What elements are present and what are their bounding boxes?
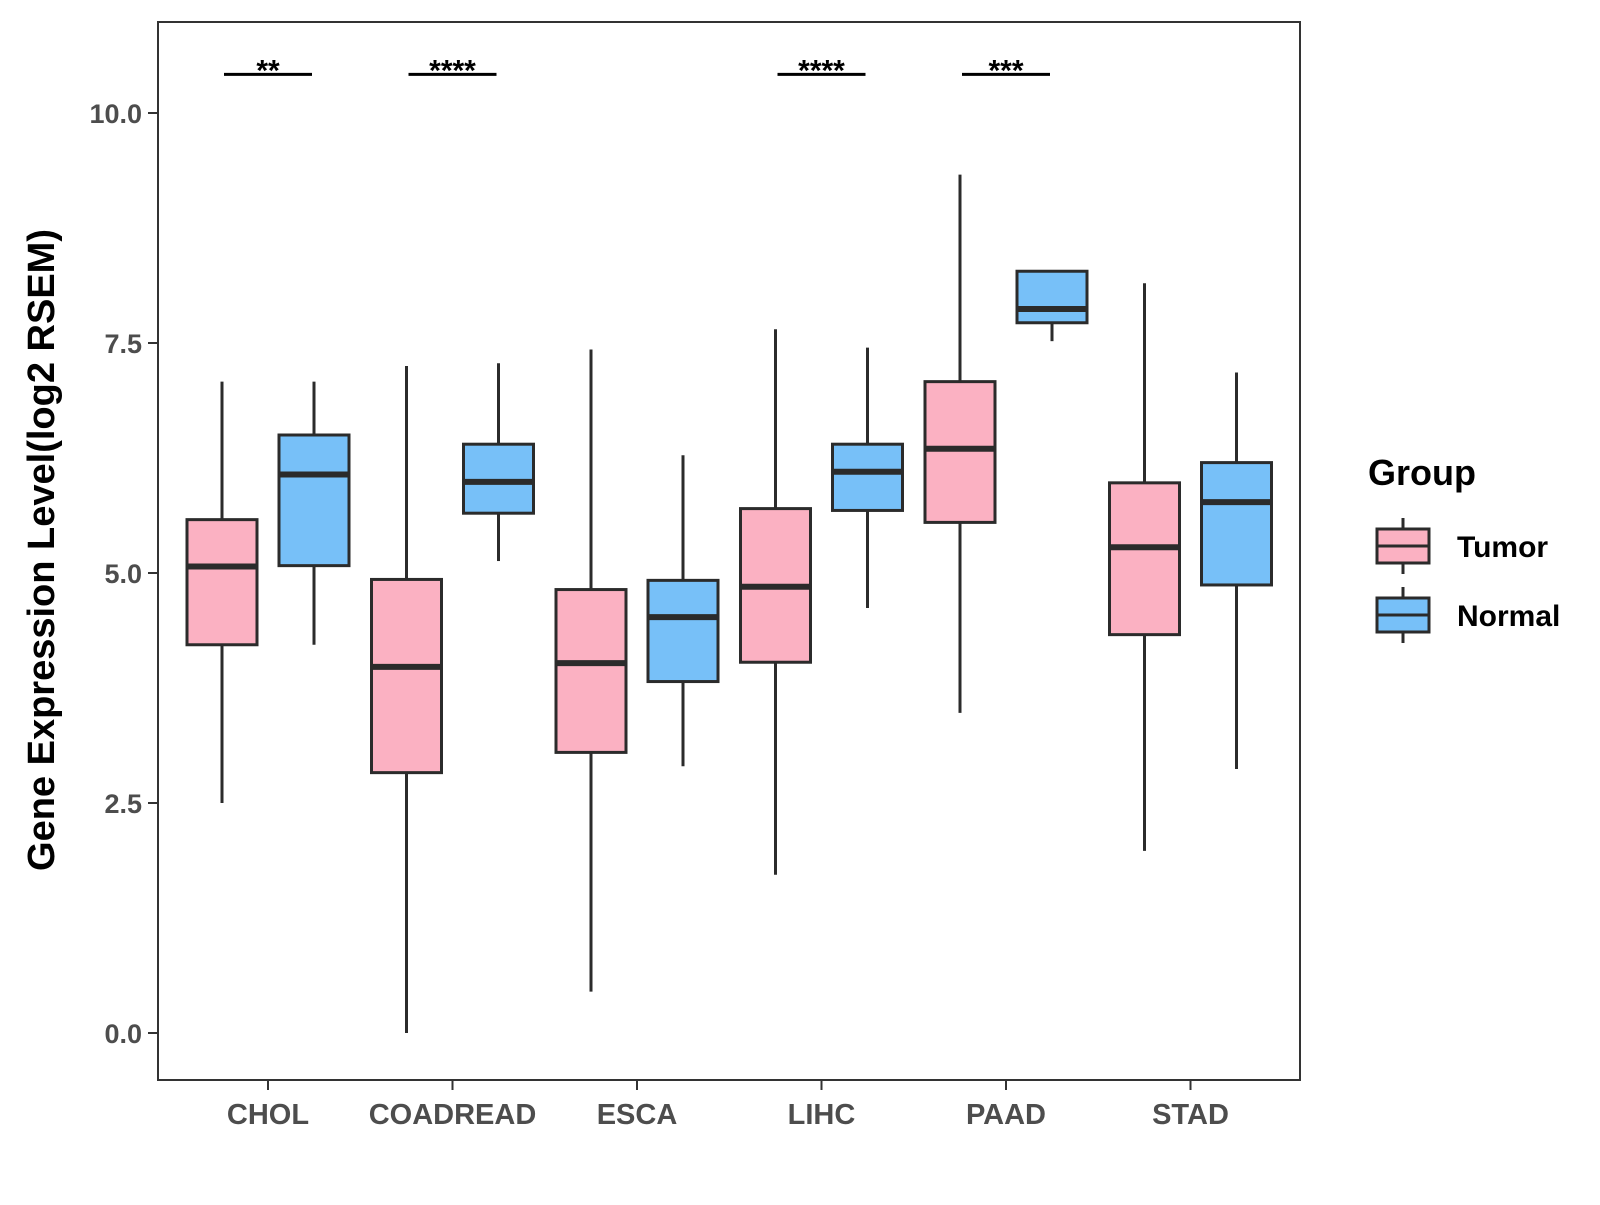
significance-label: **** [429,54,476,87]
significance-label: **** [798,54,845,87]
box-iqr [646,578,720,684]
box-normal-esca [646,455,720,767]
box-iqr [554,588,628,754]
box-iqr [1015,269,1089,325]
legend-entry-normal: Normal [1375,587,1560,643]
box-iqr [1108,481,1181,637]
x-tick-label: PAAD [966,1099,1046,1131]
y-axis-title: Gene Expression Level(log2 RSEM) [21,229,63,871]
x-tick-label: STAD [1152,1099,1229,1131]
box-tumor-coadread [370,366,443,1033]
y-tick-label: 5.0 [104,559,142,589]
box-iqr [1200,461,1273,587]
significance-layer: ** **** **** *** [224,54,1050,87]
significance-label: *** [988,54,1023,87]
box-iqr [370,577,443,775]
x-axis: CHOL COADREAD ESCA LIHC PAAD STAD [227,1080,1229,1131]
box-normal-lihc [831,347,904,608]
box-tumor-lihc [739,329,812,875]
x-tick-label: ESCA [597,1099,678,1131]
x-tick-label: COADREAD [369,1099,537,1131]
box-normal-paad [1015,269,1089,342]
x-tick-label: CHOL [227,1099,309,1131]
legend-label: Normal [1457,600,1560,633]
box-layer [185,174,1273,1033]
legend-entry-tumor: Tumor [1375,518,1548,574]
box-tumor-paad [923,174,997,713]
y-axis: 0.0 2.5 5.0 7.5 10.0 [89,99,158,1049]
y-tick-label: 7.5 [104,329,142,359]
box-iqr [185,518,259,647]
box-normal-stad [1200,372,1273,769]
box-normal-coadread [462,363,535,562]
y-tick-label: 2.5 [104,789,142,819]
box-iqr [462,442,535,515]
x-tick-label: LIHC [788,1099,856,1131]
box-tumor-esca [554,349,628,992]
legend-title: Group [1368,452,1476,493]
box-iqr [923,380,997,524]
y-tick-label: 10.0 [89,99,142,129]
box-normal-chol [277,381,351,645]
box-iqr [831,442,904,512]
legend: Group Tumor Normal [1368,452,1560,643]
significance-label: ** [256,54,280,87]
box-tumor-stad [1108,283,1181,851]
box-tumor-chol [185,381,259,803]
box-iqr [277,433,351,568]
y-tick-label: 0.0 [104,1019,142,1049]
legend-label: Tumor [1457,531,1548,564]
